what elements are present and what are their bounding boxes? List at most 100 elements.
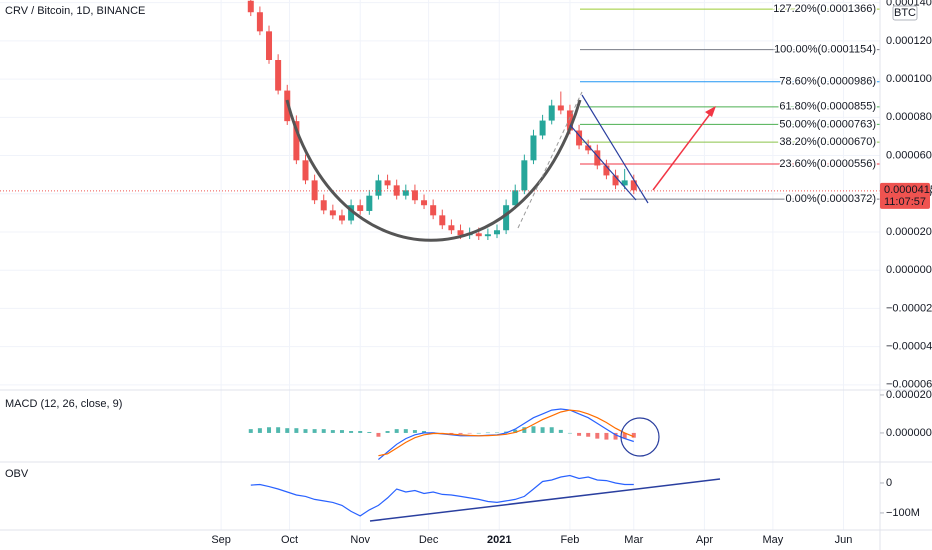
candle-body [585, 145, 592, 151]
fib-label: 0.00%(0.0000372) [785, 193, 876, 205]
macd-histogram-bar [367, 431, 372, 433]
candle-body [311, 180, 318, 201]
candle-body [521, 160, 528, 191]
macd-histogram-bar [458, 432, 463, 434]
macd-line [378, 408, 634, 460]
macd-pane [248, 408, 636, 460]
macd-circle [620, 417, 660, 457]
macd-histogram-bar [531, 426, 536, 433]
macd-histogram-bar [549, 427, 554, 433]
macd-histogram-bar [403, 429, 408, 433]
y-tick-label: 0 [886, 477, 892, 489]
x-tick-label: Nov [350, 534, 370, 546]
macd-histogram-bar [604, 432, 609, 440]
macd-title: MACD (12, 26, close, 9) [5, 398, 122, 410]
candle-body [329, 210, 336, 216]
macd-histogram-bar [476, 432, 481, 434]
x-tick-label: Jun [835, 534, 853, 546]
candle-body [530, 135, 537, 161]
candle-body [320, 200, 327, 211]
macd-histogram-bar [321, 429, 326, 433]
channel-lower [569, 124, 637, 201]
candle-body [448, 225, 455, 231]
candle-body [338, 215, 345, 221]
macd-histogram-bar [577, 432, 582, 436]
candle-body [475, 233, 482, 237]
candle-body [375, 180, 382, 196]
fib-label: 127.20%(0.0001366) [773, 3, 876, 15]
x-tick-label: Oct [281, 534, 298, 546]
candle-body [576, 130, 583, 146]
drawings [285, 91, 721, 522]
macd-histogram-bar [595, 432, 600, 439]
fib-label: 23.60%(0.0000556) [779, 158, 876, 170]
macd-histogram-bar [622, 432, 627, 439]
x-tick-label: Dec [419, 534, 439, 546]
macd-histogram-bar [294, 428, 299, 433]
candle-body [293, 121, 300, 161]
macd-histogram-bar [558, 429, 563, 433]
cup-curve [285, 99, 582, 242]
macd-histogram-bar [330, 430, 335, 433]
obv-trendline [369, 478, 721, 522]
x-tick-label: May [762, 534, 783, 546]
candle-body [430, 205, 437, 216]
channel-upper [581, 94, 649, 204]
last-price-label: 0.0000415 [884, 184, 932, 196]
macd-histogram-bar [494, 432, 499, 434]
fib-label: 38.20%(0.0000670) [779, 136, 876, 148]
x-tick-label: Apr [696, 534, 713, 546]
candle-body [503, 205, 510, 231]
candle-body [484, 234, 491, 237]
obv-line [250, 474, 634, 517]
obv-title: OBV [5, 468, 29, 480]
macd-histogram-bar [422, 431, 427, 433]
candle-body [247, 0, 254, 13]
candle-body [457, 230, 464, 236]
candle-body [366, 195, 373, 211]
macd-histogram-bar [257, 428, 262, 433]
candle-body [566, 110, 573, 131]
macd-histogram-bar [412, 430, 417, 433]
candle-body [548, 105, 555, 121]
macd-histogram-bar [312, 429, 317, 433]
candle-body [512, 190, 519, 206]
currency-label: BTC [894, 7, 916, 19]
macd-histogram-bar [349, 431, 354, 433]
fib-label: 78.60%(0.0000986) [779, 76, 876, 88]
macd-histogram-bar [276, 427, 281, 433]
candle-body [439, 215, 446, 226]
fib-label: 100.00%(0.0001154) [774, 44, 876, 56]
macd-histogram-bar [376, 432, 381, 437]
macd-histogram-bar [613, 432, 618, 440]
grid [0, 0, 880, 530]
macd-histogram-bar [467, 432, 472, 434]
candle-body [302, 160, 309, 181]
x-tick-label: Mar [624, 534, 643, 546]
candle-body [357, 205, 364, 211]
arrow-head [705, 106, 716, 117]
candle-body [384, 180, 391, 186]
x-tick-label: Feb [560, 534, 579, 546]
macd-histogram-bar [385, 431, 390, 433]
macd-histogram-bar [358, 431, 363, 433]
macd-histogram-bar [449, 432, 454, 434]
macd-histogram-bar [485, 432, 490, 434]
macd-histogram-bar [586, 432, 591, 437]
macd-histogram-bar [267, 427, 272, 433]
candle-body [603, 165, 610, 176]
countdown: 11:07:57 [884, 196, 926, 208]
chart-title: CRV / Bitcoin, 1D, BINANCE [5, 5, 145, 17]
fib-label: 50.00%(0.0000763) [779, 118, 876, 130]
macd-histogram-bar [285, 428, 290, 433]
macd-histogram-bar [567, 432, 572, 434]
